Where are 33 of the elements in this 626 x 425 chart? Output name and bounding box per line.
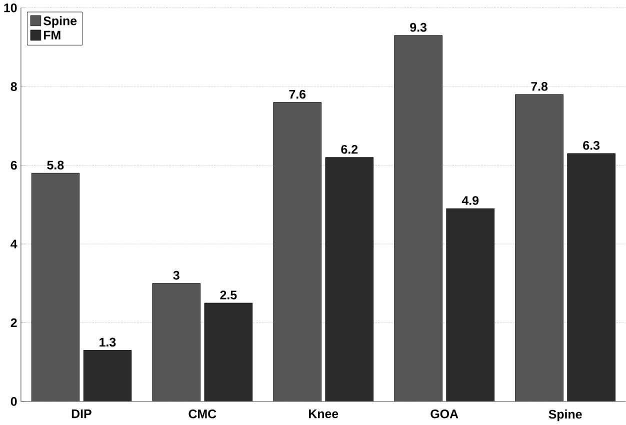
x-tick-label: CMC (188, 410, 216, 419)
data-label: 1.3 (100, 338, 116, 347)
data-label: 6.3 (583, 141, 600, 150)
data-label: 6.2 (341, 145, 358, 154)
x-tick-label: Spine (548, 410, 582, 422)
y-tick-label: 6 (10, 161, 17, 170)
y-tick-label: 0 (10, 397, 17, 406)
bar (31, 173, 80, 402)
legend-label: Spine (44, 16, 77, 28)
data-label: 9.3 (410, 23, 427, 32)
x-tick-label: GOA (430, 410, 458, 419)
bar (325, 157, 374, 402)
bar (515, 94, 564, 402)
bar (394, 36, 442, 402)
data-label: 5.8 (47, 160, 64, 170)
y-tick-label: 4 (10, 240, 18, 248)
bar (446, 208, 495, 402)
legend-label: FM (44, 31, 60, 40)
x-tick-label: DIP (72, 410, 92, 418)
bar (83, 350, 132, 402)
y-tick-label: 10 (4, 4, 17, 12)
y-tick-label: 2 (10, 318, 17, 328)
data-label: 2.5 (220, 290, 237, 300)
bar (152, 284, 200, 402)
x-tick-label: Knee (308, 410, 338, 418)
bar (567, 153, 616, 402)
data-label: 3 (173, 271, 180, 280)
data-label: 7.8 (531, 82, 548, 91)
data-label: 4.9 (462, 196, 479, 206)
bar (204, 303, 253, 402)
y-tick-label: 8 (10, 82, 17, 92)
bar (273, 102, 322, 402)
data-label: 7.6 (289, 90, 306, 99)
